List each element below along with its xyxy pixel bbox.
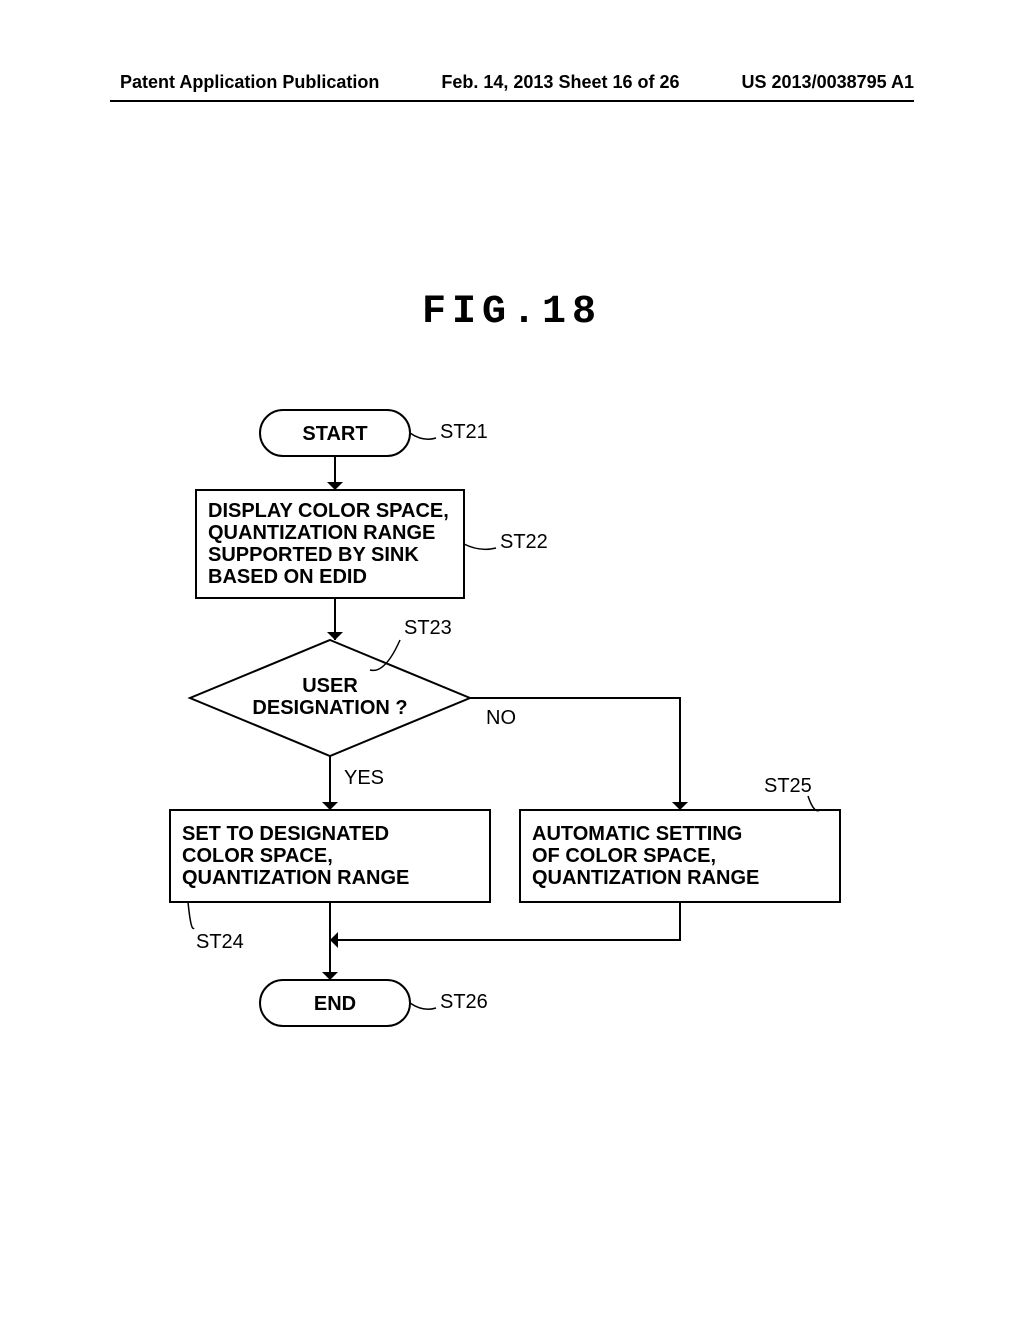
box_display-line2: SUPPORTED BY SINK: [208, 544, 419, 566]
box_auto-line0: AUTOMATIC SETTING: [532, 823, 742, 845]
decision-no: NO: [486, 707, 516, 729]
box_auto-leader: [808, 796, 820, 811]
decision-label: ST23: [404, 617, 452, 639]
decision-line0: USER: [302, 675, 358, 697]
start-label: ST21: [440, 421, 488, 443]
box_display-leader: [464, 544, 496, 549]
box_auto-line2: QUANTIZATION RANGE: [532, 867, 759, 889]
box_auto-label: ST25: [764, 775, 812, 797]
end-leader: [410, 1003, 436, 1009]
decision-line1: DESIGNATION ?: [252, 697, 407, 719]
decision-leader: [370, 640, 400, 670]
box_set-line2: QUANTIZATION RANGE: [182, 867, 409, 889]
edge-5: [330, 902, 680, 940]
flowchart: STARTST21DISPLAY COLOR SPACE,QUANTIZATIO…: [0, 0, 1024, 1320]
box_set-label: ST24: [196, 931, 244, 953]
box_display-line1: QUANTIZATION RANGE: [208, 522, 435, 544]
box_display-line3: BASED ON EDID: [208, 566, 367, 588]
start-text: START: [302, 423, 367, 445]
box_set-line0: SET TO DESIGNATED: [182, 823, 389, 845]
end-label: ST26: [440, 991, 488, 1013]
decision-yes: YES: [344, 767, 384, 789]
box_set-line1: COLOR SPACE,: [182, 845, 333, 867]
box_display-line0: DISPLAY COLOR SPACE,: [208, 500, 449, 522]
box_auto-line1: OF COLOR SPACE,: [532, 845, 716, 867]
end-text: END: [314, 993, 356, 1015]
start-leader: [410, 433, 436, 439]
box_display-label: ST22: [500, 531, 548, 553]
box_set-leader: [188, 902, 194, 928]
